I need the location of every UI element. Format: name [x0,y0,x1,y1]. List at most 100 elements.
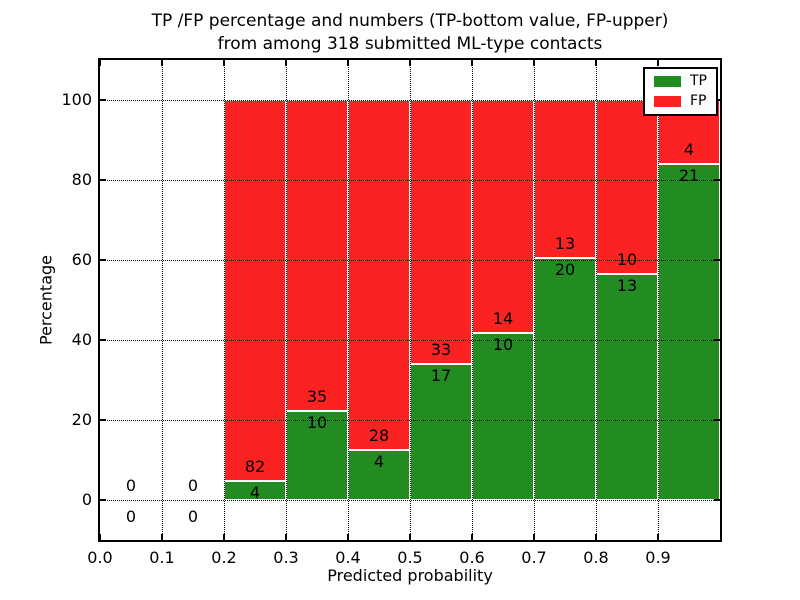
x-tick-mark [533,534,535,540]
x-tick-mark [285,60,287,66]
x-tick-mark [223,534,225,540]
x-gridline [162,60,163,540]
bar-segment-tp [534,257,596,500]
bar-segment-fp [286,100,348,412]
y-tick-label: 40 [71,330,92,349]
x-axis-label: Predicted probability [327,566,493,585]
bar-segment-fp [472,100,534,334]
y-tick-mark [714,259,720,261]
chart-title: TP /FP percentage and numbers (TP-bottom… [100,10,720,56]
x-tick-label: 0.9 [645,548,671,567]
bar-segment-tp [596,273,658,500]
tp-count-label: 21 [678,166,700,185]
bar-segment-tp [472,333,534,500]
legend-item: TP [654,74,707,89]
bar-segment-tp [658,164,720,500]
x-tick-label: 0.0 [87,548,113,567]
y-tick-mark [100,179,106,181]
tp-count-label: 10 [492,335,514,355]
bar-segment-tp [286,411,348,500]
x-gridline [410,60,411,540]
fp-count-label: 10 [616,249,638,269]
x-tick-mark [657,60,659,66]
y-tick-mark [100,419,106,421]
y-tick-label: 0 [81,490,92,509]
legend: TP FP [643,67,718,116]
x-tick-mark [161,60,163,66]
y-tick-mark [714,339,720,341]
x-gridline [472,60,473,540]
x-tick-label: 0.7 [521,548,547,567]
y-tick-mark [714,419,720,421]
x-tick-mark [409,534,411,540]
x-gridline [596,60,597,540]
fp-count-label: 14 [492,309,514,329]
y-tick-label: 100 [61,90,92,109]
legend-label-fp: FP [690,93,707,109]
tp-count-label: 4 [373,452,385,471]
y-tick-mark [100,339,106,341]
tp-count-label: 0 [187,507,199,526]
x-tick-mark [161,534,163,540]
legend-swatch-fp [654,96,681,107]
bar-segment-fp [596,100,658,274]
x-gridline [286,60,287,540]
legend-label-tp: TP [690,73,707,89]
tp-count-label: 13 [616,275,638,295]
y-tick-mark [714,179,720,181]
fp-count-label: 0 [125,476,137,495]
x-tick-mark [347,60,349,66]
x-tick-mark [99,534,101,540]
fp-count-label: 35 [306,387,328,407]
x-tick-label: 0.4 [335,548,361,567]
chart-title-line2: from among 318 submitted ML-type contact… [217,34,603,54]
x-tick-label: 0.8 [583,548,609,567]
tp-count-label: 4 [249,483,261,503]
x-gridline [534,60,535,540]
bar-segment-tp [410,364,472,500]
x-tick-mark [347,534,349,540]
chart-title-line1: TP /FP percentage and numbers (TP-bottom… [151,11,669,31]
x-tick-mark [99,60,101,66]
fp-count-label: 0 [187,476,199,495]
bar-segment-fp [410,100,472,364]
legend-swatch-tp [654,76,681,87]
fp-count-label: 33 [430,340,452,359]
y-tick-label: 20 [71,410,92,429]
fp-count-label: 82 [244,457,266,477]
x-tick-mark [285,534,287,540]
tp-count-label: 10 [306,413,328,433]
y-tick-mark [100,259,106,261]
x-tick-mark [657,534,659,540]
x-tick-mark [471,60,473,66]
tp-count-label: 0 [125,507,137,526]
x-tick-mark [595,534,597,540]
plot-area: 0 0 0 0 82 4 35 10 28 4 33 17 14 10 13 20 10 13 4 21 TP FP [98,58,722,542]
tp-count-label: 17 [430,366,452,385]
x-tick-label: 0.6 [459,548,485,567]
x-tick-label: 0.5 [397,548,423,567]
fp-count-label: 28 [368,426,390,445]
x-gridline [224,60,225,540]
x-tick-label: 0.3 [273,548,299,567]
x-tick-mark [471,534,473,540]
legend-item: FP [654,94,707,109]
bar-segment-fp [348,100,410,450]
y-tick-label: 60 [71,250,92,269]
x-tick-label: 0.2 [211,548,237,567]
fp-count-label: 13 [554,233,576,253]
x-tick-mark [223,60,225,66]
x-gridline [658,60,659,540]
y-tick-mark [100,499,106,501]
bar-segment-fp [224,100,286,482]
y-tick-mark [100,99,106,101]
y-tick-mark [714,499,720,501]
fp-count-label: 4 [683,140,695,159]
y-tick-label: 80 [71,170,92,189]
tp-count-label: 20 [554,259,576,279]
x-tick-mark [409,60,411,66]
x-tick-mark [595,60,597,66]
x-gridline [348,60,349,540]
x-tick-label: 0.1 [149,548,175,567]
